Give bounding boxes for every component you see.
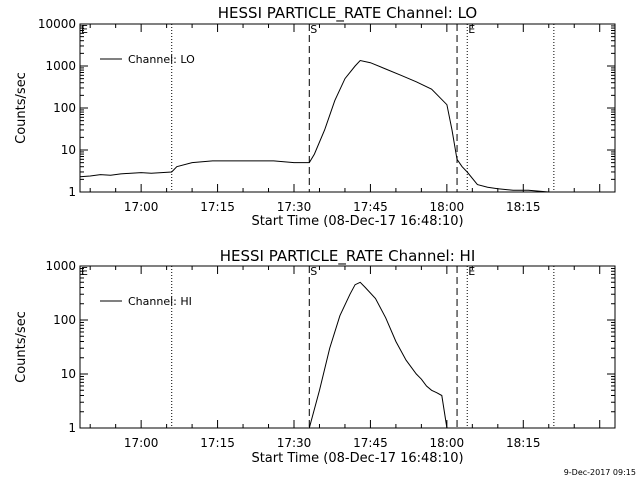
y-tick-label: 100 <box>53 313 76 327</box>
chart-title: HESSI PARTICLE_RATE Channel: LO <box>218 4 477 23</box>
x-axis-label: Start Time (08-Dec-17 16:48:10) <box>251 214 463 229</box>
x-tick-label: 18:00 <box>430 436 465 450</box>
footer-timestamp: 9-Dec-2017 09:15 <box>564 468 636 477</box>
chart-title: HESSI PARTICLE_RATE Channel: HI <box>220 247 476 266</box>
x-tick-label: 17:30 <box>277 436 312 450</box>
y-tick-label: 10000 <box>38 17 76 31</box>
x-tick-label: 18:00 <box>430 200 465 214</box>
x-tick-label: 17:00 <box>124 200 159 214</box>
y-tick-label: 1 <box>68 185 76 199</box>
y-tick-label: 1000 <box>45 259 76 273</box>
x-axis-label: Start Time (08-Dec-17 16:48:10) <box>251 451 463 466</box>
plot-frame <box>79 23 616 193</box>
marker-label: S <box>310 265 317 278</box>
x-tick-label: 17:15 <box>200 436 235 450</box>
x-tick-label: 17:45 <box>353 436 388 450</box>
x-tick-label: 17:00 <box>124 436 159 450</box>
marker-label: S <box>310 23 317 36</box>
y-axis-label: Counts/sec <box>14 311 29 383</box>
x-tick-label: 18:15 <box>506 436 541 450</box>
series-line <box>79 59 570 193</box>
legend-label: Channel: HI <box>128 295 192 308</box>
y-tick-label: 10 <box>61 143 76 157</box>
y-tick-label: 10 <box>61 367 76 381</box>
x-tick-label: 17:45 <box>353 200 388 214</box>
plot-frame <box>79 265 616 429</box>
corner-marker-label: E <box>81 265 88 278</box>
y-tick-label: 100 <box>53 101 76 115</box>
legend-label: Channel: LO <box>128 53 195 66</box>
chart-panel-lo: HESSI PARTICLE_RATE Channel: LO 17:00 17:1… <box>14 4 616 229</box>
x-tick-label: 18:15 <box>506 200 541 214</box>
marker-label: E <box>468 265 475 278</box>
x-tick-label: 17:15 <box>200 200 235 214</box>
y-axis-label: Counts/sec <box>14 72 29 144</box>
corner-marker-label: E <box>81 23 88 36</box>
x-tick-label: 17:30 <box>277 200 312 214</box>
series-line <box>308 281 448 429</box>
y-tick-label: 1 <box>68 421 76 435</box>
y-tick-label: 1000 <box>45 59 76 73</box>
chart-panel-hi: HESSI PARTICLE_RATE Channel: HI 17:00 17:1… <box>14 247 616 466</box>
marker-label: E <box>468 23 475 36</box>
